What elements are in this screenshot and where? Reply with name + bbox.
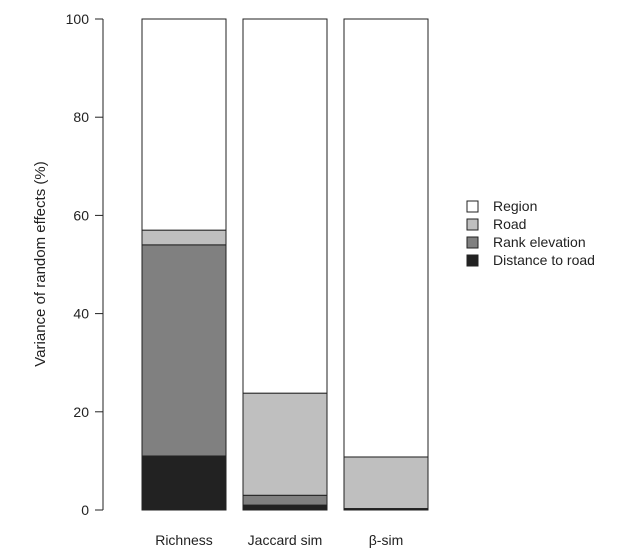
bar-segment	[142, 456, 226, 510]
bar-segment	[142, 245, 226, 456]
x-category-label: Jaccard sim	[248, 532, 323, 548]
y-tick-label: 0	[81, 502, 89, 518]
bars	[142, 19, 428, 510]
y-tick-label: 60	[73, 207, 89, 223]
bar-segment	[243, 19, 327, 393]
legend-label: Rank elevation	[493, 234, 586, 250]
bar-segment	[142, 19, 226, 230]
bar-segment	[243, 495, 327, 505]
y-axis: 0 20 40 60 80 100	[66, 11, 103, 518]
bar-segment	[243, 505, 327, 510]
y-tick-label: 80	[73, 109, 89, 125]
legend-label: Region	[493, 198, 537, 214]
legend-swatch	[467, 201, 478, 212]
legend-swatch	[467, 219, 478, 230]
y-tick-label: 100	[66, 11, 90, 27]
legend-label: Road	[493, 216, 526, 232]
x-category-label: Richness	[155, 532, 213, 548]
x-category-label: β-sim	[369, 532, 404, 548]
y-axis-title: Variance of random effects (%)	[32, 161, 49, 366]
bar-segment	[243, 393, 327, 495]
y-tick-label: 20	[73, 404, 89, 420]
bar-segment	[142, 230, 226, 245]
legend-label: Distance to road	[493, 252, 595, 268]
legend-swatch	[467, 255, 478, 266]
bar-segment	[344, 19, 428, 457]
bar-segment	[344, 457, 428, 509]
y-tick-label: 40	[73, 306, 89, 322]
legend-swatch	[467, 237, 478, 248]
category-labels: Richness Jaccard sim β-sim	[155, 532, 403, 548]
legend: Region Road Rank elevation Distance to road	[467, 198, 595, 268]
